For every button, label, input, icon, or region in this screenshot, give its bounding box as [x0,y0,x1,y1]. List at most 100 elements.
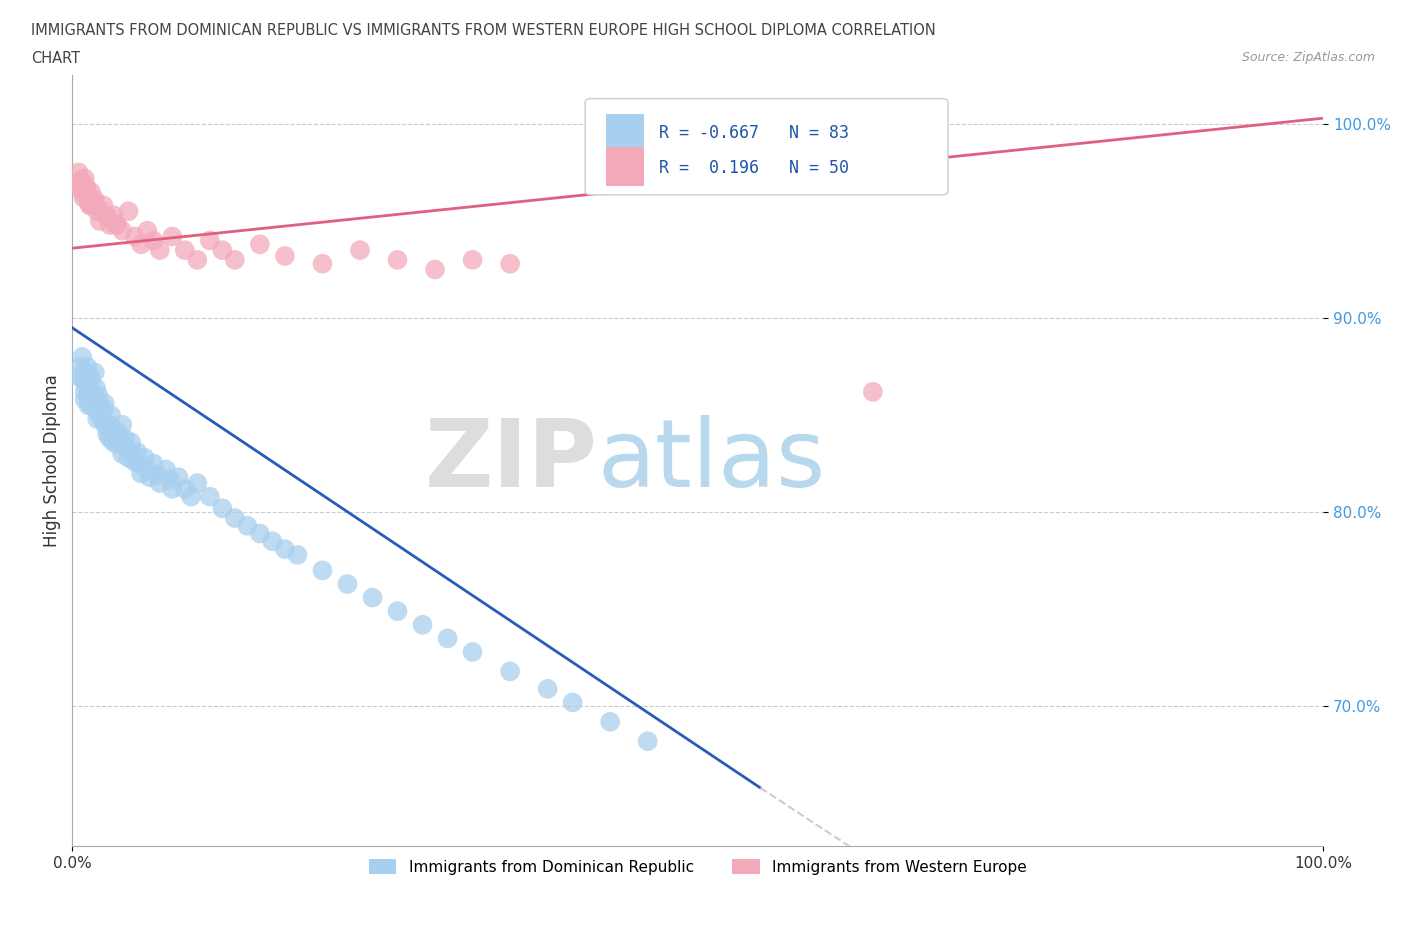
Point [82,386,104,401]
Text: IMMIGRANTS FROM DOMINICAN REPUBLIC VS IMMIGRANTS FROM WESTERN EUROPE HIGH SCHOOL: IMMIGRANTS FROM DOMINICAN REPUBLIC VS IM… [31,23,935,38]
Point [93,414,115,429]
Point [96,209,118,224]
Text: atlas: atlas [598,415,825,507]
Point [86,404,108,418]
Point [72,191,94,206]
Y-axis label: High School Diploma: High School Diploma [44,375,60,547]
Point [155,462,177,477]
Point [70,350,93,365]
Point [124,229,146,244]
Point [70,184,93,199]
Point [162,229,184,244]
Point [249,526,271,541]
Point [105,423,128,438]
Point [90,409,112,424]
Point [127,445,149,459]
Point [499,664,522,679]
Point [86,204,108,219]
Point [105,218,128,232]
Point [142,233,165,248]
Point [136,462,159,477]
Point [86,394,108,409]
Point [80,198,103,213]
Point [89,398,111,413]
Point [103,435,125,450]
Point [67,165,90,179]
Point [211,501,233,516]
Point [103,207,125,222]
Point [80,184,103,199]
Point [98,218,121,232]
Text: CHART: CHART [31,51,80,66]
Point [73,392,96,407]
Point [461,252,484,267]
Point [129,466,152,481]
Point [70,173,93,188]
Point [128,457,150,472]
Point [274,541,297,556]
Point [75,179,97,193]
Point [120,435,142,450]
Point [80,382,103,397]
Point [198,233,221,248]
Point [83,194,105,209]
Point [86,412,108,427]
Point [93,402,115,417]
Point [77,398,100,413]
Point [98,418,121,432]
Point [349,243,371,258]
Point [149,243,172,258]
Text: Source: ZipAtlas.com: Source: ZipAtlas.com [1241,51,1375,64]
Point [77,194,100,209]
Point [211,243,233,258]
Bar [606,147,644,186]
Point [862,384,884,399]
Point [108,429,131,444]
Point [114,431,136,445]
Point [134,450,156,465]
Point [461,644,484,659]
Point [561,695,583,710]
Text: R = -0.667   N = 83: R = -0.667 N = 83 [659,125,849,142]
Point [142,457,165,472]
Point [423,262,446,277]
Point [121,445,143,459]
Bar [606,114,644,153]
Point [146,468,169,483]
Legend: Immigrants from Dominican Republic, Immigrants from Western Europe: Immigrants from Dominican Republic, Immi… [363,853,1032,881]
Point [84,380,107,395]
Point [387,252,409,267]
Point [87,389,110,404]
Point [149,475,172,490]
Point [139,470,162,485]
Point [117,450,139,465]
Point [72,373,94,388]
Point [536,682,558,697]
Point [80,398,103,413]
Point [499,257,522,272]
Point [117,441,139,456]
Point [72,182,94,197]
Point [159,472,181,486]
Point [83,365,105,379]
Point [637,734,659,749]
Point [111,223,134,238]
Point [101,423,124,438]
Point [111,446,134,461]
Point [76,184,98,199]
Point [96,427,118,442]
Point [224,252,246,267]
Point [75,379,97,393]
Point [82,198,104,213]
Point [136,223,159,238]
Point [73,384,96,399]
Point [129,237,152,252]
Point [599,714,621,729]
Point [105,218,128,232]
Point [94,396,117,411]
Point [236,518,259,533]
Point [76,359,98,374]
Point [96,209,118,224]
Point [173,482,195,497]
Point [98,431,121,445]
